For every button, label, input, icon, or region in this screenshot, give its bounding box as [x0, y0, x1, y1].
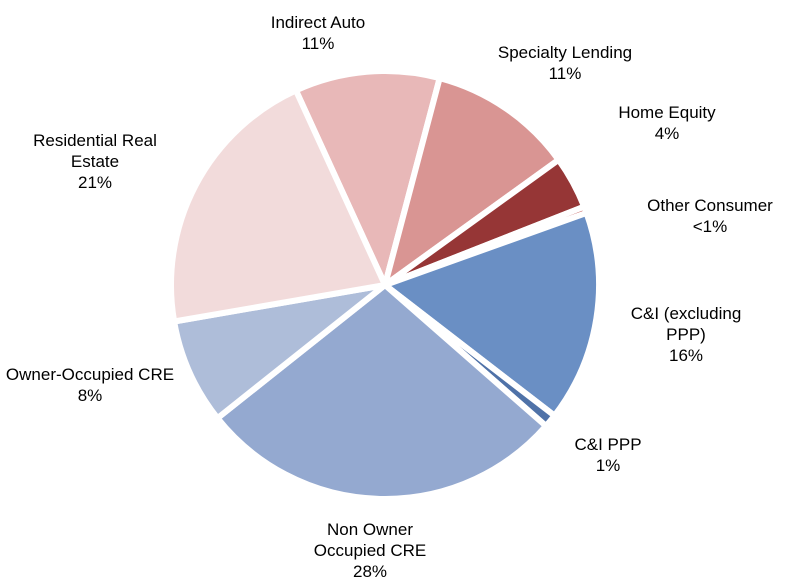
value-label: 1% — [595, 456, 621, 475]
slice-label: Home Equity 4% — [587, 102, 747, 144]
value-label: 11% — [548, 64, 582, 83]
category-label: Non Owner Occupied CRE — [313, 520, 427, 560]
category-label: Specialty Lending — [497, 43, 633, 62]
slice-label: Residential Real Estate 21% — [10, 130, 180, 193]
value-label: 8% — [77, 386, 103, 405]
slice-label: C&I PPP 1% — [548, 434, 668, 476]
pie-slice — [292, 68, 443, 288]
category-label: Other Consumer — [647, 196, 773, 215]
category-label: Home Equity — [618, 103, 716, 122]
category-label: C&I PPP — [574, 435, 642, 454]
slice-label: Specialty Lending 11% — [465, 42, 665, 84]
value-label: 21% — [77, 173, 113, 192]
pie-slice — [382, 75, 562, 288]
slice-label: Indirect Auto 11% — [218, 12, 418, 54]
slice-label: C&I (excluding PPP) 16% — [616, 303, 756, 366]
value-label: 4% — [654, 124, 680, 143]
category-label: Residential Real Estate — [33, 131, 157, 171]
slice-label: Other Consumer <1% — [620, 195, 789, 237]
category-label: Owner-Occupied CRE — [5, 365, 175, 384]
category-label: Indirect Auto — [270, 13, 366, 32]
value-label: 16% — [668, 346, 704, 365]
value-label: <1% — [692, 217, 728, 236]
pie-slice — [214, 282, 549, 502]
slice-label: Non Owner Occupied CRE 28% — [290, 519, 450, 582]
pie-slice — [382, 209, 602, 419]
pie-slice — [168, 87, 388, 325]
value-label: 11% — [301, 34, 335, 53]
value-label: 28% — [352, 562, 388, 581]
category-label: C&I (excluding PPP) — [630, 304, 742, 344]
slice-label: Owner-Occupied CRE 8% — [5, 364, 175, 406]
